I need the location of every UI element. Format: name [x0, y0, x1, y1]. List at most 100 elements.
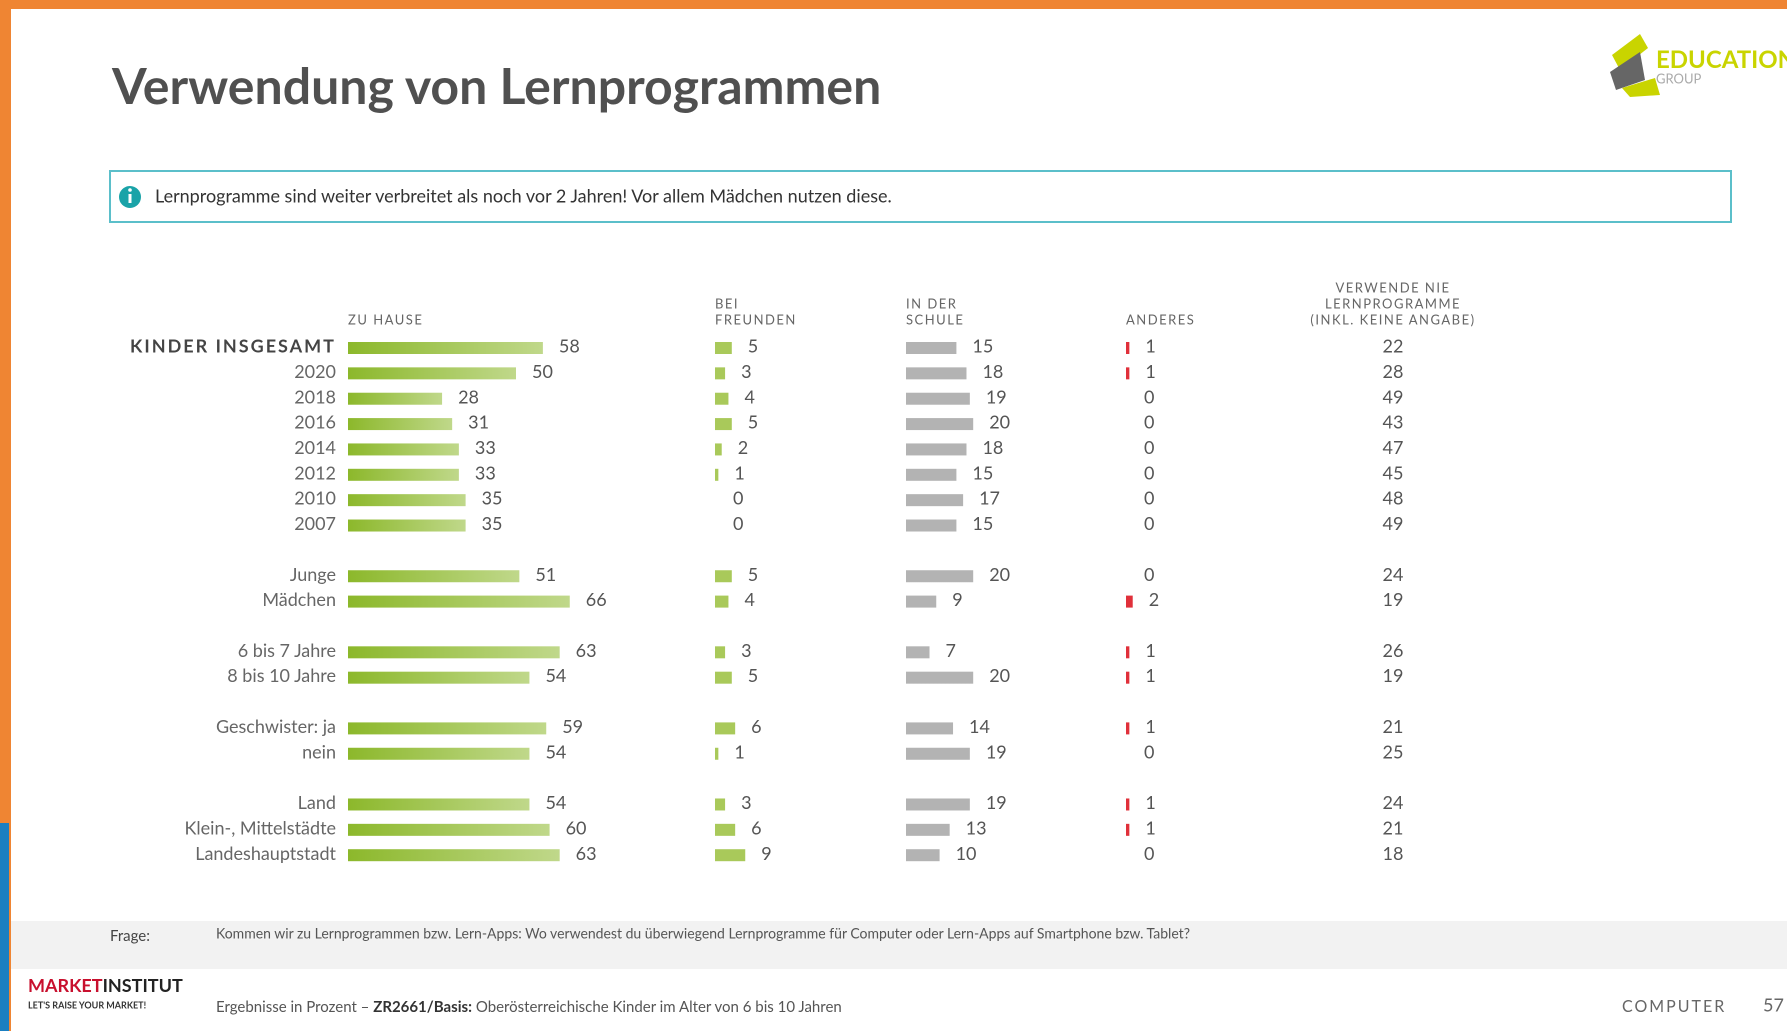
bar — [348, 519, 466, 532]
value-label: 20 — [989, 411, 1010, 433]
bar — [1126, 823, 1130, 836]
bar — [348, 722, 547, 735]
value-label: 15 — [972, 461, 993, 483]
bar — [348, 392, 443, 405]
row-label: 2014 — [294, 436, 336, 458]
column-header: VERWENDE NIE — [1336, 279, 1451, 295]
bar — [715, 722, 736, 735]
value-label: 1 — [1145, 791, 1155, 813]
value-label: 14 — [969, 715, 990, 737]
question-text: Kommen wir zu Lernprogrammen bzw. Lern-A… — [216, 925, 1190, 942]
value-label: 18 — [982, 436, 1003, 458]
bar — [1126, 722, 1130, 735]
bar — [906, 570, 974, 583]
bar — [906, 342, 957, 354]
bar — [906, 646, 930, 659]
value-label: 4 — [744, 385, 754, 407]
value-label: 1 — [1145, 816, 1155, 838]
value-label: 54 — [545, 791, 566, 813]
logo-shape — [1622, 78, 1660, 97]
value-label: 1 — [1145, 715, 1155, 737]
basis-part: Ergebnisse in Prozent – — [216, 998, 373, 1016]
value-label: 6 — [751, 715, 761, 737]
bar — [348, 494, 466, 507]
row-label: 2007 — [294, 512, 336, 534]
bar — [906, 367, 967, 380]
value-label: 33 — [475, 436, 496, 458]
bar — [348, 747, 530, 760]
bar — [715, 671, 732, 684]
value-label: 51 — [535, 563, 556, 585]
bar — [1126, 646, 1130, 659]
info-icon-bar — [128, 194, 132, 203]
value-label: 3 — [741, 639, 751, 661]
value-label: 20 — [989, 563, 1010, 585]
value-label: 54 — [545, 740, 566, 762]
value-label: 28 — [1383, 360, 1404, 382]
value-label: 15 — [972, 512, 993, 534]
side-accent — [0, 823, 9, 1031]
bar — [715, 747, 719, 760]
value-label: 48 — [1383, 487, 1404, 509]
value-label: 45 — [1383, 461, 1404, 483]
value-label: 25 — [1383, 740, 1404, 762]
row-label: Landeshauptstadt — [195, 842, 336, 864]
row-label: Geschwister: ja — [216, 715, 336, 737]
bar — [1126, 342, 1130, 354]
value-label: 5 — [748, 563, 758, 585]
row-label: 2018 — [294, 385, 336, 407]
bar — [348, 595, 570, 608]
value-label: 2 — [738, 436, 748, 458]
value-label: 3 — [741, 360, 751, 382]
column-header: IN DER — [906, 295, 957, 311]
question-label: Frage: — [110, 927, 150, 945]
bar — [906, 494, 964, 507]
value-label: 1 — [1145, 335, 1155, 357]
value-label: 17 — [979, 487, 1000, 509]
value-label: 1 — [734, 740, 744, 762]
bar — [906, 849, 940, 862]
value-label: 0 — [733, 512, 743, 534]
bar — [715, 823, 736, 836]
bar — [715, 443, 722, 456]
basis-part: Oberösterreichische Kinder im Alter von … — [472, 998, 842, 1016]
value-label: 66 — [586, 588, 607, 610]
column-header: (INKL. KEINE ANGABE) — [1310, 311, 1475, 327]
value-label: 19 — [986, 385, 1007, 407]
value-label: 19 — [986, 740, 1007, 762]
value-label: 33 — [475, 461, 496, 483]
value-label: 54 — [545, 664, 566, 686]
value-label: 0 — [1144, 563, 1154, 585]
column-header: SCHULE — [906, 311, 964, 327]
bar — [348, 823, 550, 836]
section: COMPUTER — [1622, 997, 1726, 1016]
value-label: 5 — [748, 335, 758, 357]
brand-tagline: LET'S RAISE YOUR MARKET! — [28, 999, 146, 1010]
value-label: 0 — [1144, 740, 1154, 762]
bar — [715, 418, 732, 431]
value-label: 4 — [744, 588, 754, 610]
value-label: 59 — [562, 715, 583, 737]
row-label: Land — [298, 791, 336, 813]
value-label: 0 — [1144, 487, 1154, 509]
value-label: 7 — [946, 639, 956, 661]
basis-part: ZR2661/Basis: — [373, 998, 472, 1016]
value-label: 31 — [468, 411, 489, 433]
value-label: 21 — [1383, 816, 1404, 838]
info-text: Lernprogramme sind weiter verbreitet als… — [155, 185, 892, 207]
value-label: 35 — [482, 487, 503, 509]
row-label: 2016 — [294, 411, 336, 433]
value-label: 43 — [1383, 411, 1404, 433]
frame-left — [0, 0, 11, 1031]
row-label: Mädchen — [262, 588, 336, 610]
row-label: KINDER INSGESAMT — [130, 335, 336, 357]
bar — [715, 595, 729, 608]
bar — [715, 798, 726, 811]
brand-part: MARKET — [28, 974, 103, 996]
bar — [906, 823, 950, 836]
bar — [1126, 595, 1133, 608]
row-label: 2010 — [294, 487, 336, 509]
value-label: 35 — [482, 512, 503, 534]
bar — [715, 367, 726, 380]
